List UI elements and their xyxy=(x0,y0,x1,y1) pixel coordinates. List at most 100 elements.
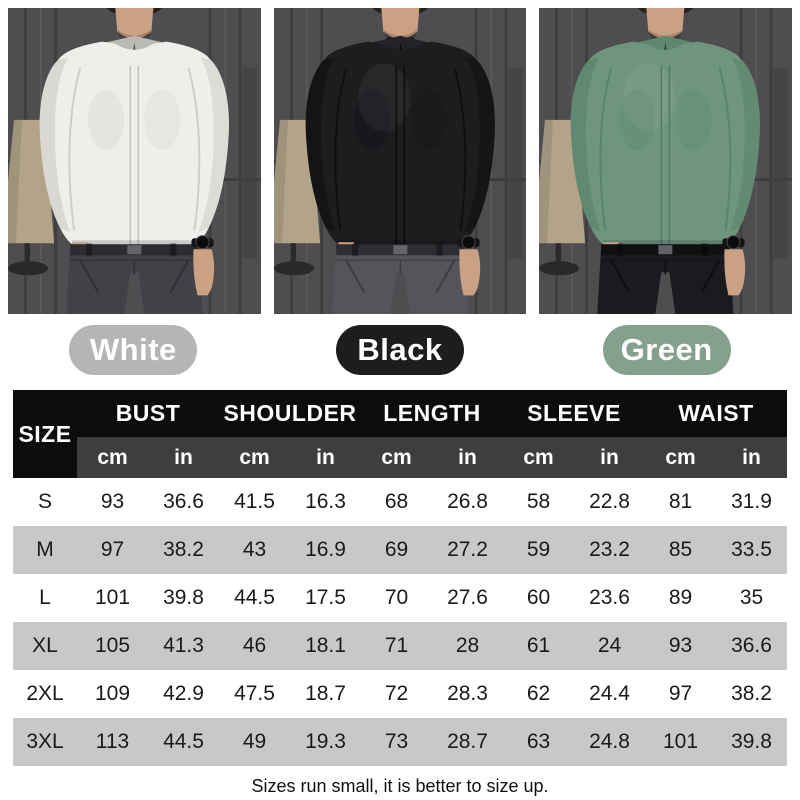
measure-cell: 27.2 xyxy=(447,538,488,561)
size-cell: S xyxy=(37,490,52,513)
unit-in: in xyxy=(716,437,787,478)
model-illustration-green xyxy=(539,8,792,314)
size-chart-group-header: SIZE BUST SHOULDER LENGTH SLEEVE WAIST xyxy=(13,390,787,478)
measure-cell: 23.2 xyxy=(589,538,630,561)
measure-cell: 33.5 xyxy=(731,538,772,561)
measure-cell: 71 xyxy=(384,634,409,657)
measure-cell: 24 xyxy=(597,634,622,657)
size-cell: L xyxy=(39,586,51,609)
measure-cell: 62 xyxy=(526,682,551,705)
measure-cell: 38.2 xyxy=(163,538,204,561)
measure-cell: 28.3 xyxy=(447,682,488,705)
measure-cell: 36.6 xyxy=(163,490,204,513)
measure-cell: 109 xyxy=(94,682,131,705)
model-illustration-black xyxy=(274,8,527,314)
measure-cell: 26.8 xyxy=(447,490,488,513)
measure-cell: 97 xyxy=(100,538,125,561)
measure-cell: 39.8 xyxy=(163,586,204,609)
measure-cell: 85 xyxy=(668,538,693,561)
measure-cell: 22.8 xyxy=(589,490,630,513)
measure-cell: 18.7 xyxy=(305,682,346,705)
measure-cell: 24.4 xyxy=(589,682,630,705)
unit-in: in xyxy=(432,437,503,478)
measure-cell: 43 xyxy=(242,538,267,561)
measure-cell: 93 xyxy=(100,490,125,513)
measure-cell: 63 xyxy=(526,730,551,753)
measure-cell: 101 xyxy=(94,586,131,609)
shoulder-header: SHOULDER xyxy=(219,390,361,437)
unit-cm: cm xyxy=(361,437,432,478)
unit-in: in xyxy=(148,437,219,478)
color-label-slot: Black xyxy=(267,325,534,375)
length-header: LENGTH xyxy=(361,390,503,437)
color-label-green: Green xyxy=(602,325,731,375)
unit-in: in xyxy=(290,437,361,478)
color-label-black: Black xyxy=(336,325,464,375)
measure-cell: 24.8 xyxy=(589,730,630,753)
measure-cell: 101 xyxy=(662,730,699,753)
product-photo-black xyxy=(273,8,527,314)
size-chart-row: 2XL 109 42.9 47.5 18.7 72 28.3 62 24.4 9… xyxy=(13,670,787,718)
size-cell: 3XL xyxy=(26,730,64,753)
measure-cell: 23.6 xyxy=(589,586,630,609)
product-photos xyxy=(0,0,800,314)
model-illustration-white xyxy=(8,8,261,314)
waist-header: WAIST xyxy=(645,390,787,437)
size-chart-row: XL 105 41.3 46 18.1 71 28 61 24 93 36.6 xyxy=(13,622,787,670)
measure-cell: 58 xyxy=(526,490,551,513)
bust-header: BUST xyxy=(77,390,219,437)
sizing-note: Sizes run small, it is better to size up… xyxy=(251,776,549,796)
size-chart: SIZE BUST SHOULDER LENGTH SLEEVE WAIST c… xyxy=(13,390,787,766)
measure-cell: 42.9 xyxy=(163,682,204,705)
color-label-white: White xyxy=(69,325,198,375)
measure-cell: 113 xyxy=(95,730,130,753)
measure-cell: 28.7 xyxy=(447,730,488,753)
size-chart-unit-header: cm in cm in cm in cm in cm in xyxy=(13,437,787,478)
unit-cm: cm xyxy=(77,437,148,478)
measure-cell: 18.1 xyxy=(305,634,346,657)
measure-cell: 97 xyxy=(668,682,693,705)
product-photo-green xyxy=(539,8,793,314)
measure-cell: 27.6 xyxy=(447,586,488,609)
measure-cell: 31.9 xyxy=(731,490,772,513)
measure-cell: 73 xyxy=(384,730,409,753)
measure-cell: 19.3 xyxy=(305,730,346,753)
color-label-slot: White xyxy=(0,325,267,375)
measure-cell: 36.6 xyxy=(731,634,772,657)
size-cell: 2XL xyxy=(26,682,64,705)
size-cell: M xyxy=(36,538,54,561)
measure-cell: 39.8 xyxy=(731,730,772,753)
measure-cell: 89 xyxy=(668,586,693,609)
measure-cell: 72 xyxy=(384,682,409,705)
color-label-slot: Green xyxy=(533,325,800,375)
sleeve-header: SLEEVE xyxy=(503,390,645,437)
size-cell: XL xyxy=(32,634,58,657)
size-column-header: SIZE xyxy=(13,390,77,478)
size-chart-row: M 97 38.2 43 16.9 69 27.2 59 23.2 85 33.… xyxy=(13,526,787,574)
measure-cell: 68 xyxy=(384,490,409,513)
unit-cm: cm xyxy=(219,437,290,478)
measure-cell: 41.3 xyxy=(163,634,204,657)
unit-cm: cm xyxy=(645,437,716,478)
measure-cell: 70 xyxy=(384,586,409,609)
unit-in: in xyxy=(574,437,645,478)
color-labels: White Black Green xyxy=(0,314,800,386)
measure-cell: 60 xyxy=(526,586,551,609)
size-chart-row: 3XL 113 44.5 49 19.3 73 28.7 63 24.8 101… xyxy=(13,718,787,766)
measure-cell: 93 xyxy=(668,634,693,657)
measure-cell: 81 xyxy=(668,490,693,513)
measure-cell: 35 xyxy=(739,586,764,609)
size-chart-row: S 93 36.6 41.5 16.3 68 26.8 58 22.8 81 3… xyxy=(13,478,787,526)
unit-cm: cm xyxy=(503,437,574,478)
measure-cell: 46 xyxy=(242,634,267,657)
measure-cell: 41.5 xyxy=(234,490,275,513)
product-photo-white xyxy=(8,8,261,314)
measure-cell: 44.5 xyxy=(234,586,275,609)
measure-cell: 49 xyxy=(242,730,267,753)
measure-cell: 16.3 xyxy=(305,490,346,513)
measure-cell: 105 xyxy=(94,634,131,657)
measure-cell: 28 xyxy=(455,634,480,657)
measure-cell: 17.5 xyxy=(305,586,346,609)
measure-cell: 61 xyxy=(526,634,551,657)
